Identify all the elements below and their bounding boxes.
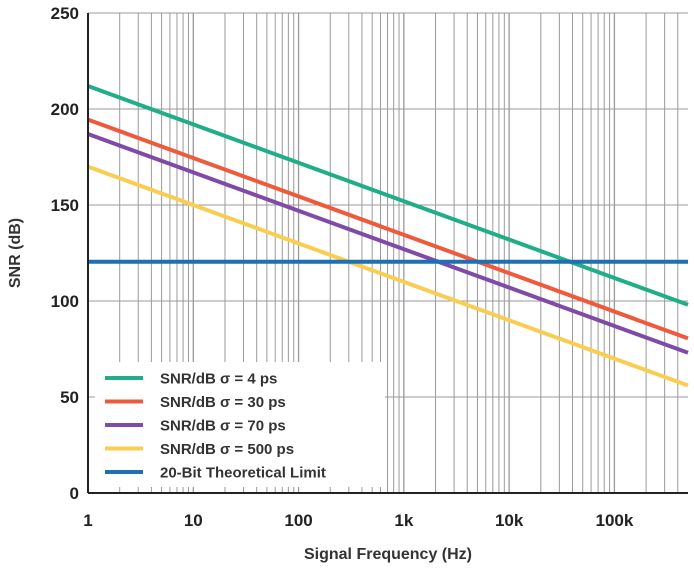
x-axis-title: Signal Frequency (Hz) — [304, 546, 472, 563]
series-line-1 — [87, 84, 689, 307]
y-tick-label: 200 — [51, 100, 79, 119]
y-tick-label: 0 — [70, 484, 79, 503]
y-tick-label: 100 — [51, 292, 79, 311]
x-tick-label: 1 — [83, 511, 92, 530]
series-line-3 — [87, 132, 689, 355]
y-tick-label: 250 — [51, 4, 79, 23]
y-axis-title: SNR (dB) — [7, 218, 24, 288]
legend-label-1: SNR/dB σ = 4 ps — [160, 371, 277, 388]
series-line-2 — [87, 117, 689, 341]
legend-label-2: SNR/dB σ = 30 ps — [160, 394, 286, 411]
x-tick-label: 10k — [495, 511, 524, 530]
series-line-4 — [87, 164, 689, 388]
x-tick-label: 100 — [284, 511, 312, 530]
series-lines — [87, 84, 689, 388]
x-tick-label: 100k — [595, 511, 633, 530]
axes — [87, 13, 688, 494]
legend-label-4: SNR/dB σ = 500 ps — [160, 441, 294, 458]
legend-label-5: 20-Bit Theoretical Limit — [160, 465, 326, 482]
y-tick-label: 50 — [60, 388, 79, 407]
legend: SNR/dB σ = 4 ps SNR/dB σ = 30 ps SNR/dB σ … — [95, 362, 385, 487]
legend-label-3: SNR/dB σ = 70 ps — [160, 418, 286, 435]
legend-background — [95, 362, 385, 487]
x-tick-label: 1k — [394, 511, 413, 530]
tick-labels: 1 10 100 1k 10k 100k 0 50 100 150 200 250 — [51, 4, 634, 530]
y-tick-label: 150 — [51, 196, 79, 215]
x-tick-label: 10 — [184, 511, 203, 530]
